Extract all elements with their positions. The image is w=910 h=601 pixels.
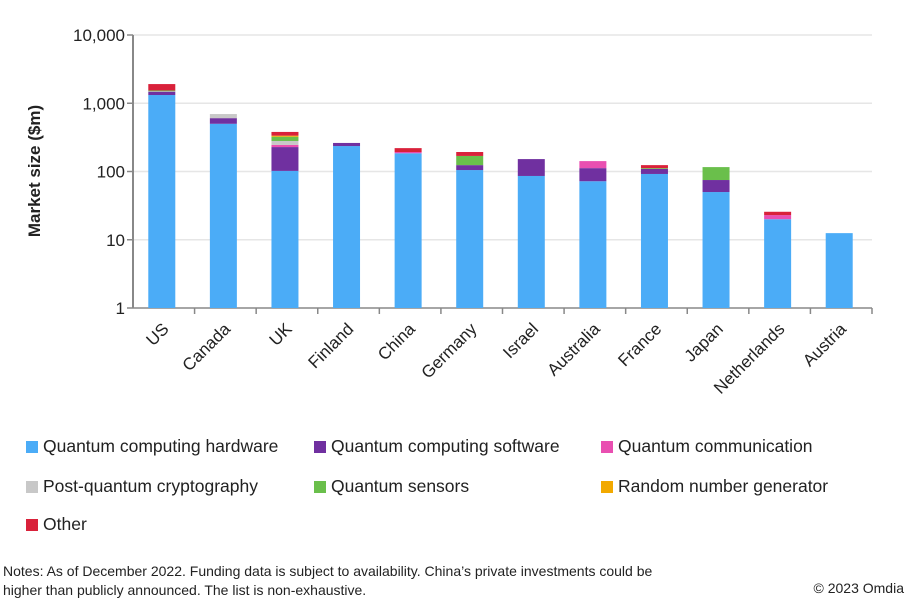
y-tick-label: 10,000 xyxy=(73,26,125,45)
x-tick-label: Germany xyxy=(418,319,481,382)
legend-item: Quantum communication xyxy=(601,436,813,457)
bar-segment xyxy=(148,90,176,92)
legend-item: Post-quantum cryptography xyxy=(26,476,258,497)
legend-label: Other xyxy=(43,514,87,534)
legend-label: Quantum computing hardware xyxy=(43,436,279,456)
legend-swatch xyxy=(314,440,326,453)
stacked-bar-chart: 1 10 100 1,000 10,000 Market size ($m) US Canad… xyxy=(25,26,873,398)
bar-segment xyxy=(148,95,176,308)
bar-segment xyxy=(271,147,299,171)
bar-segment xyxy=(394,152,422,154)
legend-item: Quantum computing hardware xyxy=(26,436,278,457)
x-tick-label: Israel xyxy=(499,319,542,362)
bar-segment xyxy=(148,91,176,92)
bar-segment xyxy=(209,123,237,309)
legend-swatch xyxy=(26,518,38,531)
x-tick-label: UK xyxy=(266,319,297,350)
legend-item: Quantum computing software xyxy=(314,436,560,457)
bar-segment xyxy=(271,140,299,145)
bar-segment xyxy=(394,153,422,308)
bar-segment xyxy=(333,146,361,308)
bar-segment xyxy=(764,211,792,216)
y-tick-label: 1,000 xyxy=(82,94,125,113)
legend-label: Post-quantum cryptography xyxy=(43,476,258,496)
bar-segment xyxy=(702,180,730,193)
legend-swatch xyxy=(26,480,38,493)
bar-segment xyxy=(640,165,668,169)
y-tick-label: 10 xyxy=(106,231,125,250)
x-tick-label: France xyxy=(614,319,665,370)
x-tick-label: Canada xyxy=(179,319,235,375)
bar-segment xyxy=(579,168,607,182)
bar-segment xyxy=(764,215,792,220)
bar-segment xyxy=(456,170,484,308)
bar-segment xyxy=(456,155,484,166)
bar-segment xyxy=(579,161,607,169)
bar-segment xyxy=(517,159,545,176)
legend-label: Quantum sensors xyxy=(331,476,470,496)
bar-segment xyxy=(148,91,176,96)
x-tick-label: China xyxy=(374,319,419,364)
bar-segment xyxy=(271,131,299,136)
y-axis-label: Market size ($m) xyxy=(25,105,44,237)
legend-label: Quantum computing software xyxy=(331,436,560,456)
x-tick-label: Finland xyxy=(305,319,358,372)
legend-item: Quantum sensors xyxy=(314,476,469,497)
bar-segment xyxy=(640,168,668,169)
x-tick-label: Austria xyxy=(799,319,850,370)
x-tick-label: Japan xyxy=(681,319,727,365)
legend-swatch xyxy=(314,480,326,493)
copyright: © 2023 Omdia xyxy=(813,580,904,596)
legend-item: Other xyxy=(26,514,87,535)
bar-segment xyxy=(825,233,853,308)
x-tick-label: Australia xyxy=(543,319,604,380)
y-tick-label: 1 xyxy=(116,299,125,318)
bar-segment xyxy=(271,136,299,141)
bar-segment xyxy=(394,148,422,153)
legend-label: Quantum communication xyxy=(618,436,813,456)
bar-segment xyxy=(764,219,792,308)
bar-segment xyxy=(333,142,361,147)
legend-label: Random number generator xyxy=(618,476,829,496)
legend-swatch xyxy=(26,440,38,453)
bar-segment xyxy=(456,152,484,156)
bar-segment xyxy=(640,173,668,308)
legend-item: Random number generator xyxy=(601,476,828,497)
bar-segment xyxy=(702,167,730,181)
x-tick-label: US xyxy=(142,319,172,349)
bar-segment xyxy=(271,135,299,137)
bar-segment xyxy=(271,170,299,308)
bar-segment xyxy=(209,114,237,119)
bar-segment xyxy=(209,118,237,124)
bar-segment xyxy=(148,84,176,91)
legend-swatch xyxy=(601,480,613,493)
bar-segment xyxy=(579,181,607,308)
legend-swatch xyxy=(601,440,613,453)
bar-segment xyxy=(456,165,484,171)
bar-segment xyxy=(271,144,299,148)
bar-segment xyxy=(640,168,668,174)
bar-segment xyxy=(702,192,730,308)
y-tick-label: 100 xyxy=(97,163,125,182)
notes: Notes: As of December 2022. Funding data… xyxy=(3,563,653,598)
bar-segment xyxy=(517,175,545,308)
